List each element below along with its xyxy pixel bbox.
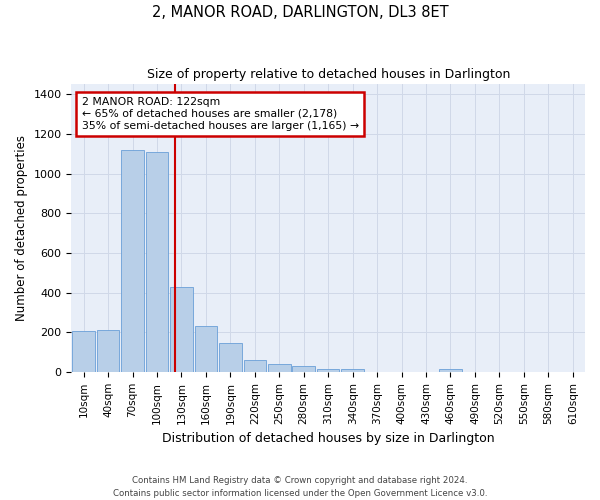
Bar	[268, 364, 290, 372]
Bar	[121, 150, 144, 372]
Text: Contains HM Land Registry data © Crown copyright and database right 2024.
Contai: Contains HM Land Registry data © Crown c…	[113, 476, 487, 498]
Bar	[341, 369, 364, 372]
Bar	[317, 369, 340, 372]
Bar	[194, 326, 217, 372]
Text: 2, MANOR ROAD, DARLINGTON, DL3 8ET: 2, MANOR ROAD, DARLINGTON, DL3 8ET	[152, 5, 448, 20]
Bar	[170, 286, 193, 372]
Text: 2 MANOR ROAD: 122sqm
← 65% of detached houses are smaller (2,178)
35% of semi-de: 2 MANOR ROAD: 122sqm ← 65% of detached h…	[82, 98, 359, 130]
Bar	[73, 331, 95, 372]
Bar	[219, 342, 242, 372]
Bar	[292, 366, 315, 372]
Title: Size of property relative to detached houses in Darlington: Size of property relative to detached ho…	[146, 68, 510, 80]
Bar	[244, 360, 266, 372]
Y-axis label: Number of detached properties: Number of detached properties	[15, 135, 28, 321]
X-axis label: Distribution of detached houses by size in Darlington: Distribution of detached houses by size …	[162, 432, 494, 445]
Bar	[439, 369, 462, 372]
Bar	[146, 152, 168, 372]
Bar	[97, 330, 119, 372]
